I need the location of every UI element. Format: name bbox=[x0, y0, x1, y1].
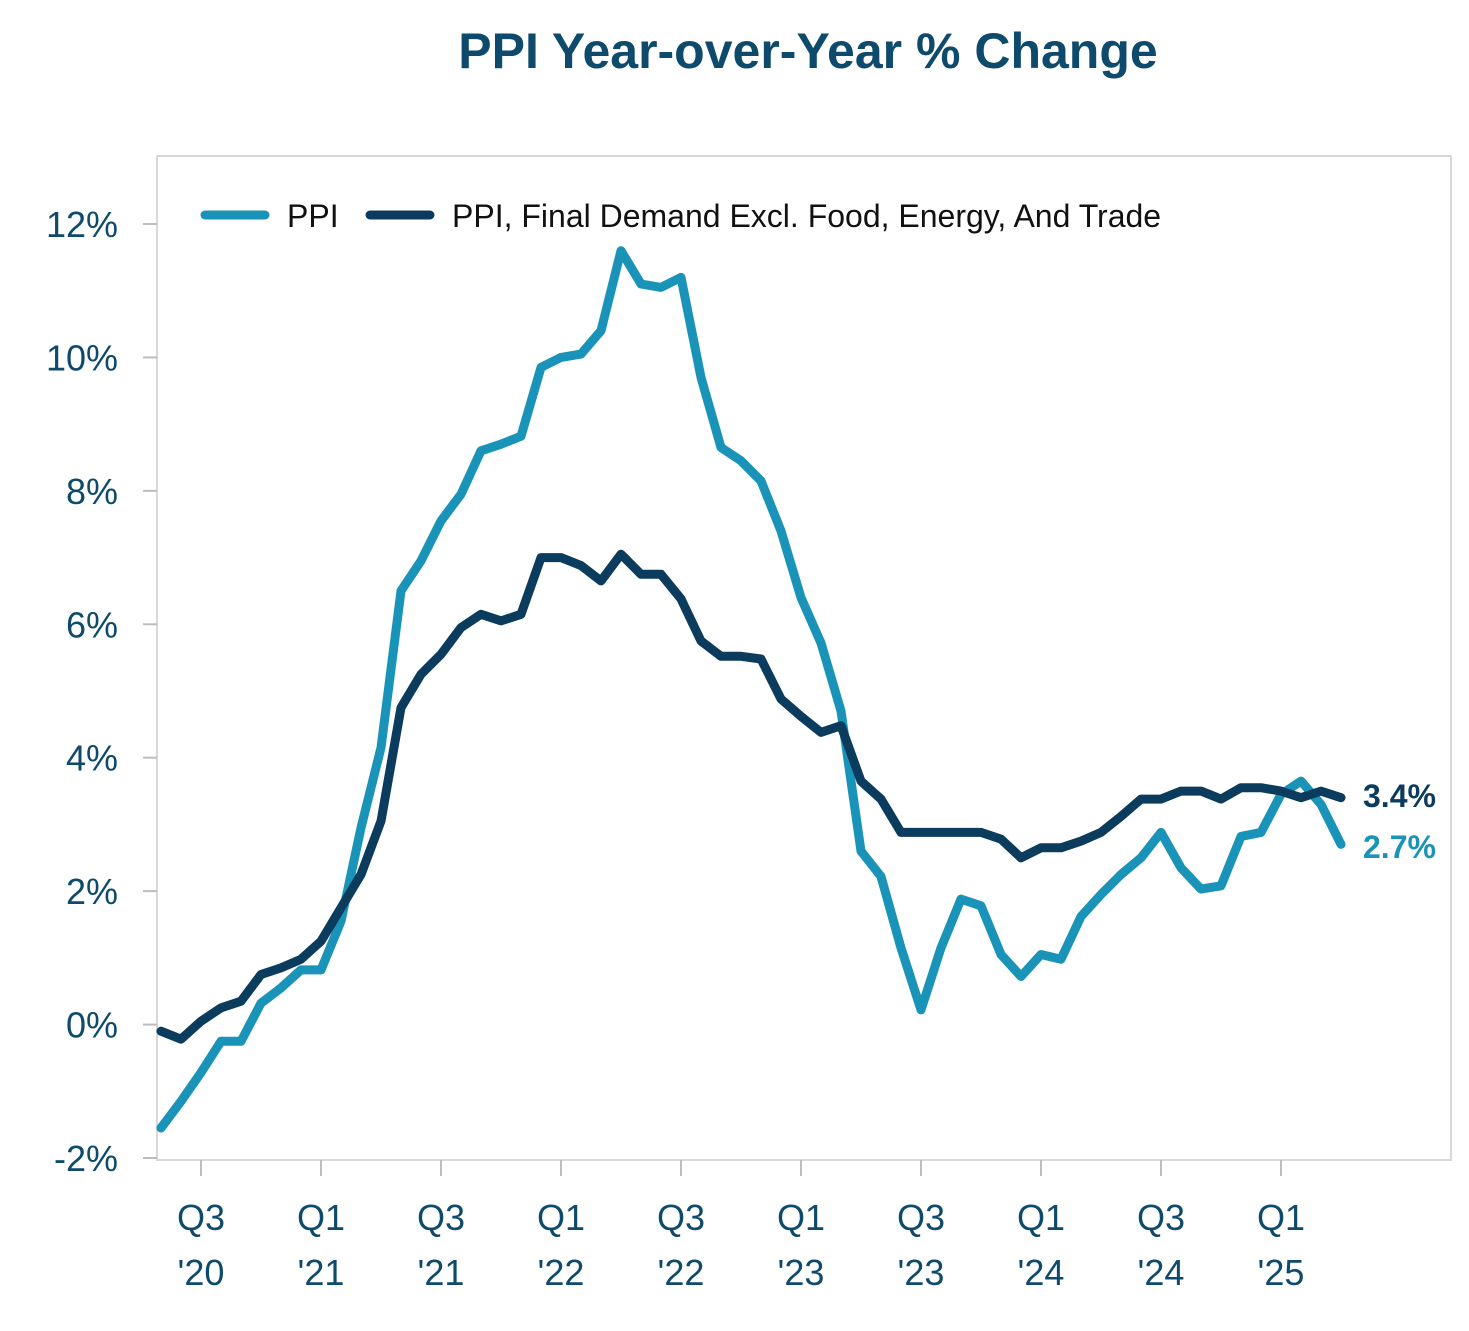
y-tick-label: 8% bbox=[66, 471, 118, 512]
y-tick-label: 6% bbox=[66, 604, 118, 645]
x-tick-label: '20 bbox=[178, 1252, 225, 1293]
x-tick-label: Q3 bbox=[657, 1197, 705, 1238]
series-lines bbox=[156, 246, 1346, 1133]
legend-label-core-ppi: PPI, Final Demand Excl. Food, Energy, An… bbox=[452, 198, 1161, 234]
x-tick-label: Q1 bbox=[1017, 1197, 1065, 1238]
series-line-ppi bbox=[156, 246, 1346, 1133]
y-tick-label: 10% bbox=[46, 337, 118, 378]
legend: PPI PPI, Final Demand Excl. Food, Energy… bbox=[200, 198, 1161, 234]
y-tick-label: -2% bbox=[54, 1138, 118, 1179]
y-tick-label: 2% bbox=[66, 871, 118, 912]
x-tick-label: Q1 bbox=[777, 1197, 825, 1238]
x-tick-label: Q1 bbox=[1257, 1197, 1305, 1238]
x-tick-label: '22 bbox=[538, 1252, 585, 1293]
x-tick-label: '21 bbox=[298, 1252, 345, 1293]
plot-area-border bbox=[156, 155, 1452, 1161]
x-tick-label: '23 bbox=[778, 1252, 825, 1293]
x-tick-label: Q3 bbox=[1137, 1197, 1185, 1238]
legend-label-ppi: PPI bbox=[287, 198, 339, 234]
x-tick-label: Q1 bbox=[297, 1197, 345, 1238]
x-tick-label: Q1 bbox=[537, 1197, 585, 1238]
x-tick-label: '23 bbox=[898, 1252, 945, 1293]
x-axis: Q3 '20 Q1 '21 Q3 '21 Q1 '22 Q3 '22 Q1 '23 Q3 '23 Q1 '24… bbox=[177, 1160, 1305, 1293]
y-axis: -2% 0% 2% 4% 6% 8% 10% 12% bbox=[46, 204, 157, 1179]
x-tick-label: Q3 bbox=[897, 1197, 945, 1238]
y-tick-label: 12% bbox=[46, 204, 118, 245]
y-tick-label: 4% bbox=[66, 738, 118, 779]
y-tick-label: 0% bbox=[66, 1005, 118, 1046]
end-label-core-ppi: 3.4% bbox=[1363, 778, 1436, 814]
x-tick-label: Q3 bbox=[177, 1197, 225, 1238]
x-tick-label: '24 bbox=[1018, 1252, 1065, 1293]
chart-title: PPI Year-over-Year % Change bbox=[458, 23, 1157, 79]
x-tick-label: '25 bbox=[1258, 1252, 1305, 1293]
series-line-core-ppi bbox=[156, 549, 1346, 1044]
x-tick-label: '21 bbox=[418, 1252, 465, 1293]
x-tick-label: '22 bbox=[658, 1252, 705, 1293]
end-label-ppi: 2.7% bbox=[1363, 829, 1436, 865]
x-tick-label: Q3 bbox=[417, 1197, 465, 1238]
x-tick-label: '24 bbox=[1138, 1252, 1185, 1293]
